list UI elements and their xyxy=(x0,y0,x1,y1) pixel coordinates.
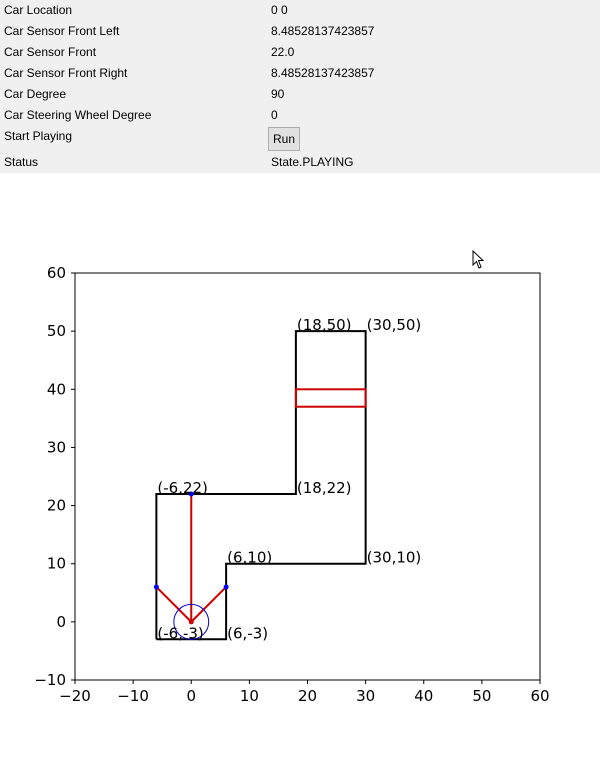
row-car-location: Car Location 0 0 xyxy=(0,0,600,21)
sensor-front-point xyxy=(188,491,194,497)
x-tick-label: 60 xyxy=(530,687,549,705)
status-label: Status xyxy=(4,155,39,169)
y-tick-label: 10 xyxy=(47,555,66,573)
status-value: State.PLAYING xyxy=(271,155,354,169)
car-degree-value: 90 xyxy=(271,87,285,101)
point-label: (18,22) xyxy=(297,479,352,497)
sensor-front-left-label: Car Sensor Front Left xyxy=(4,24,120,38)
sensor-front-label: Car Sensor Front xyxy=(4,45,97,59)
x-tick-label: 0 xyxy=(186,687,196,705)
sensor-left-line xyxy=(155,586,192,623)
x-tick-label: 50 xyxy=(472,687,491,705)
y-tick-label: 50 xyxy=(47,322,66,340)
row-car-degree: Car Degree 90 xyxy=(0,84,600,105)
y-tick-label: 40 xyxy=(47,380,66,398)
x-tick-label: 20 xyxy=(298,687,317,705)
y-tick-label: −10 xyxy=(34,671,66,689)
sensor-front-right-value: 8.48528137423857 xyxy=(271,66,375,80)
y-tick-label: 60 xyxy=(47,264,66,282)
row-steering-degree: Car Steering Wheel Degree 0 xyxy=(0,105,600,126)
sensor-front-left-value: 8.48528137423857 xyxy=(271,24,375,38)
goal-rect xyxy=(294,388,367,408)
row-sensor-front-left: Car Sensor Front Left 8.48528137423857 xyxy=(0,21,600,42)
sensor-right-line xyxy=(190,586,227,623)
car-circle xyxy=(173,603,210,640)
y-tick-label: 0 xyxy=(56,613,66,631)
point-label: (18,50) xyxy=(297,316,352,334)
car-center-point xyxy=(188,619,194,625)
point-label: (30,10) xyxy=(367,549,422,567)
x-tick-label: 10 xyxy=(240,687,259,705)
mouse-pointer-icon xyxy=(472,250,485,269)
sensor-front-right-label: Car Sensor Front Right xyxy=(4,66,128,80)
car-location-label: Car Location xyxy=(4,3,73,17)
x-tick-label: −10 xyxy=(117,687,149,705)
sensor-right-point xyxy=(223,584,229,590)
row-sensor-front-right: Car Sensor Front Right 8.48528137423857 xyxy=(0,63,600,84)
x-tick-label: 40 xyxy=(414,687,433,705)
run-button[interactable]: Run xyxy=(268,127,300,151)
start-playing-label: Start Playing xyxy=(4,129,73,143)
plot-area: (-6,-3) (-6,22) (18,22) (18,50) (30,50) (30,1… xyxy=(0,173,600,773)
point-label: (-6,-3) xyxy=(157,624,203,642)
y-tick-label: 30 xyxy=(47,438,66,456)
steering-degree-label: Car Steering Wheel Degree xyxy=(4,108,152,122)
point-label: (-6,22) xyxy=(157,479,208,497)
row-start-playing: Start Playing xyxy=(0,126,600,147)
track-line xyxy=(155,330,367,641)
x-tick-label: −20 xyxy=(59,687,91,705)
point-label: (6,-3) xyxy=(227,624,268,642)
steering-degree-value: 0 xyxy=(271,108,278,122)
control-panel: Car Location 0 0 Car Sensor Front Left 8… xyxy=(0,0,600,173)
row-sensor-front: Car Sensor Front 22.0 xyxy=(0,42,600,63)
point-label: (30,50) xyxy=(367,316,422,334)
point-label: (6,10) xyxy=(227,549,272,567)
y-tick-label: 20 xyxy=(47,497,66,515)
car-degree-label: Car Degree xyxy=(4,87,67,101)
car-location-value: 0 0 xyxy=(271,3,288,17)
sensor-left-point xyxy=(153,584,159,590)
row-status: Status State.PLAYING xyxy=(0,152,600,173)
x-tick-label: 30 xyxy=(356,687,375,705)
track-chart: (-6,-3) (-6,22) (18,22) (18,50) (30,50) (30,1… xyxy=(34,264,549,705)
sensor-front-value: 22.0 xyxy=(271,45,295,59)
